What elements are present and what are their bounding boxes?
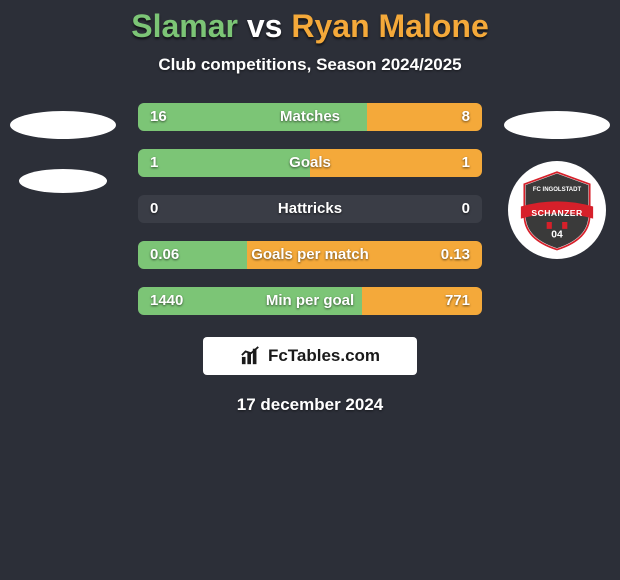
date-label: 17 december 2024 bbox=[0, 395, 620, 415]
page-title: Slamar vs Ryan Malone bbox=[0, 8, 620, 45]
stat-row: 1440771Min per goal bbox=[138, 287, 482, 315]
stat-label: Matches bbox=[138, 103, 482, 131]
player1-club-placeholder bbox=[19, 169, 107, 193]
content-row: 168Matches 11Goals 00Hattricks 0.060.13Goal… bbox=[0, 103, 620, 315]
stat-label: Goals per match bbox=[138, 241, 482, 269]
stat-row: 00Hattricks bbox=[138, 195, 482, 223]
right-side: SCHANZER FC INGOLSTADT 04 bbox=[502, 103, 612, 259]
left-side bbox=[8, 103, 118, 193]
player1-name: Slamar bbox=[131, 8, 238, 44]
svg-text:04: 04 bbox=[551, 230, 563, 241]
player1-badge-placeholder bbox=[10, 111, 116, 139]
stat-row: 0.060.13Goals per match bbox=[138, 241, 482, 269]
svg-text:FC INGOLSTADT: FC INGOLSTADT bbox=[533, 187, 582, 193]
player2-badge-placeholder bbox=[504, 111, 610, 139]
subtitle: Club competitions, Season 2024/2025 bbox=[0, 55, 620, 75]
ingolstadt-crest-icon: SCHANZER FC INGOLSTADT 04 bbox=[514, 167, 600, 253]
stat-row: 11Goals bbox=[138, 149, 482, 177]
watermark: FcTables.com bbox=[203, 337, 417, 375]
comparison-card: Slamar vs Ryan Malone Club competitions,… bbox=[0, 0, 620, 415]
watermark-text: FcTables.com bbox=[268, 346, 380, 366]
stat-label: Hattricks bbox=[138, 195, 482, 223]
svg-text:SCHANZER: SCHANZER bbox=[531, 208, 583, 218]
player2-name: Ryan Malone bbox=[291, 8, 488, 44]
stat-label: Min per goal bbox=[138, 287, 482, 315]
player2-club-crest: SCHANZER FC INGOLSTADT 04 bbox=[508, 161, 606, 259]
title-vs: vs bbox=[247, 8, 283, 44]
stat-row: 168Matches bbox=[138, 103, 482, 131]
fctables-chart-icon bbox=[240, 346, 262, 366]
stat-bars: 168Matches 11Goals 00Hattricks 0.060.13Goal… bbox=[138, 103, 482, 315]
stat-label: Goals bbox=[138, 149, 482, 177]
